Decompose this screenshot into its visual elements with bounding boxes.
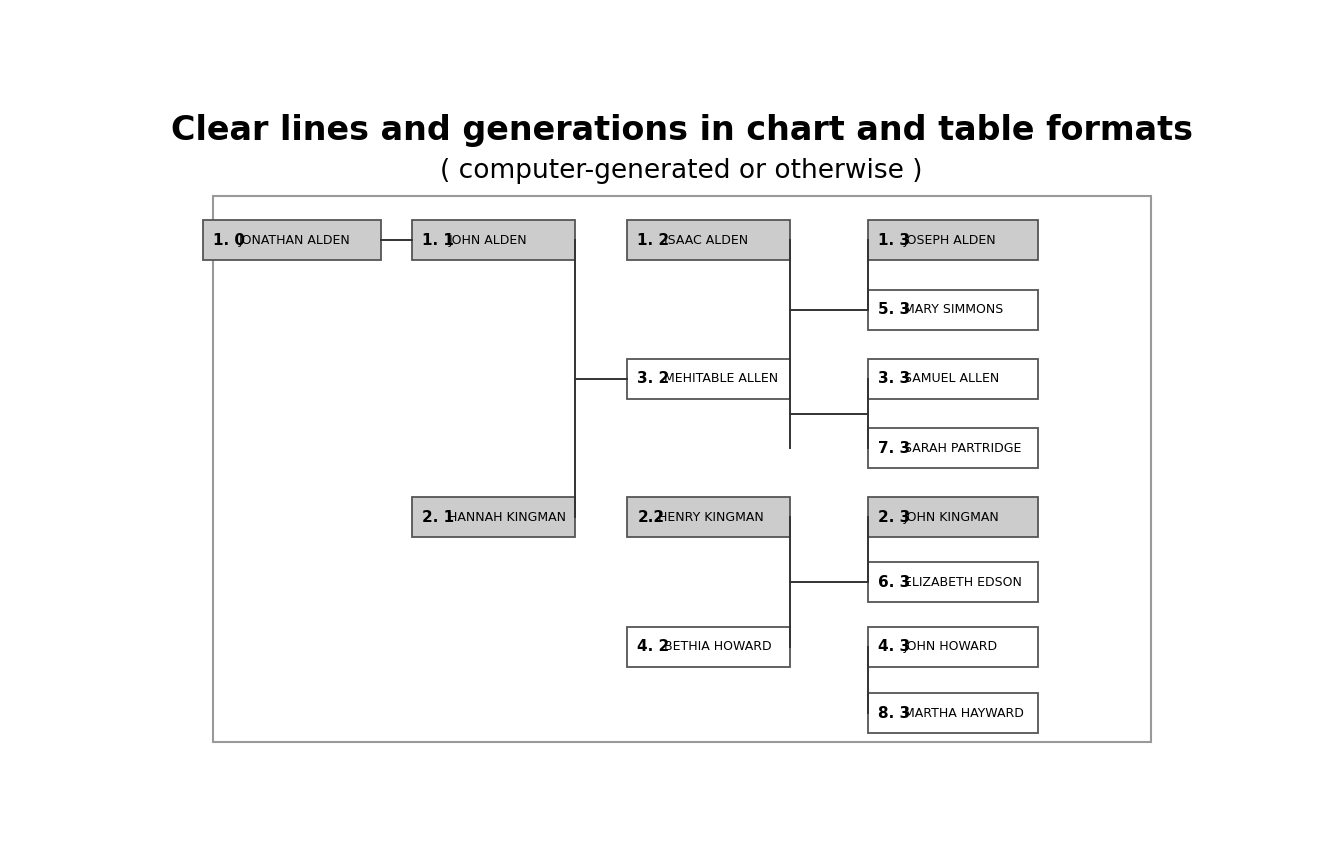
Text: ELIZABETH EDSON: ELIZABETH EDSON: [904, 575, 1021, 588]
Text: 1. 2: 1. 2: [637, 233, 669, 248]
Text: 3. 2: 3. 2: [637, 372, 670, 386]
Text: 2. 1: 2. 1: [422, 510, 454, 525]
Text: 2.2: 2.2: [637, 510, 665, 525]
Text: 1. 0: 1. 0: [213, 233, 245, 248]
FancyBboxPatch shape: [867, 562, 1039, 602]
Text: ( computer-generated or otherwise ): ( computer-generated or otherwise ): [440, 158, 923, 184]
Text: 4. 3: 4. 3: [878, 639, 910, 654]
FancyBboxPatch shape: [628, 627, 790, 666]
Text: 2. 3: 2. 3: [878, 510, 910, 525]
FancyBboxPatch shape: [628, 497, 790, 538]
Text: 6. 3: 6. 3: [878, 574, 910, 590]
FancyBboxPatch shape: [867, 220, 1039, 261]
Text: 5. 3: 5. 3: [878, 302, 910, 317]
Text: JOSEPH ALDEN: JOSEPH ALDEN: [904, 234, 996, 247]
Text: JOHN KINGMAN: JOHN KINGMAN: [904, 511, 1000, 524]
Text: MARY SIMMONS: MARY SIMMONS: [904, 303, 1003, 316]
Text: SARAH PARTRIDGE: SARAH PARTRIDGE: [904, 442, 1021, 455]
FancyBboxPatch shape: [867, 290, 1039, 329]
Text: MEHITABLE ALLEN: MEHITABLE ALLEN: [664, 372, 778, 385]
FancyBboxPatch shape: [867, 359, 1039, 399]
FancyBboxPatch shape: [867, 693, 1039, 733]
FancyBboxPatch shape: [867, 627, 1039, 666]
Text: BETHIA HOWARD: BETHIA HOWARD: [664, 641, 771, 654]
FancyBboxPatch shape: [628, 220, 790, 261]
Text: Clear lines and generations in chart and table formats: Clear lines and generations in chart and…: [170, 114, 1193, 147]
Text: SAMUEL ALLEN: SAMUEL ALLEN: [904, 372, 999, 385]
Text: HENRY KINGMAN: HENRY KINGMAN: [658, 511, 763, 524]
Text: 1. 3: 1. 3: [878, 233, 910, 248]
Text: HANNAH KINGMAN: HANNAH KINGMAN: [448, 511, 567, 524]
Text: 3. 3: 3. 3: [878, 372, 910, 386]
Text: JOHN ALDEN: JOHN ALDEN: [448, 234, 527, 247]
FancyBboxPatch shape: [412, 220, 575, 261]
FancyBboxPatch shape: [867, 497, 1039, 538]
Text: ISAAC ALDEN: ISAAC ALDEN: [664, 234, 747, 247]
FancyBboxPatch shape: [202, 220, 380, 261]
FancyBboxPatch shape: [412, 497, 575, 538]
FancyBboxPatch shape: [213, 195, 1150, 742]
Text: 4. 2: 4. 2: [637, 639, 670, 654]
FancyBboxPatch shape: [628, 359, 790, 399]
Text: 8. 3: 8. 3: [878, 705, 910, 721]
Text: JONATHAN ALDEN: JONATHAN ALDEN: [239, 234, 351, 247]
FancyBboxPatch shape: [867, 428, 1039, 468]
Text: 1. 1: 1. 1: [422, 233, 454, 248]
Text: MARTHA HAYWARD: MARTHA HAYWARD: [904, 707, 1024, 720]
Text: JOHN HOWARD: JOHN HOWARD: [904, 641, 999, 654]
Text: 7. 3: 7. 3: [878, 440, 910, 456]
